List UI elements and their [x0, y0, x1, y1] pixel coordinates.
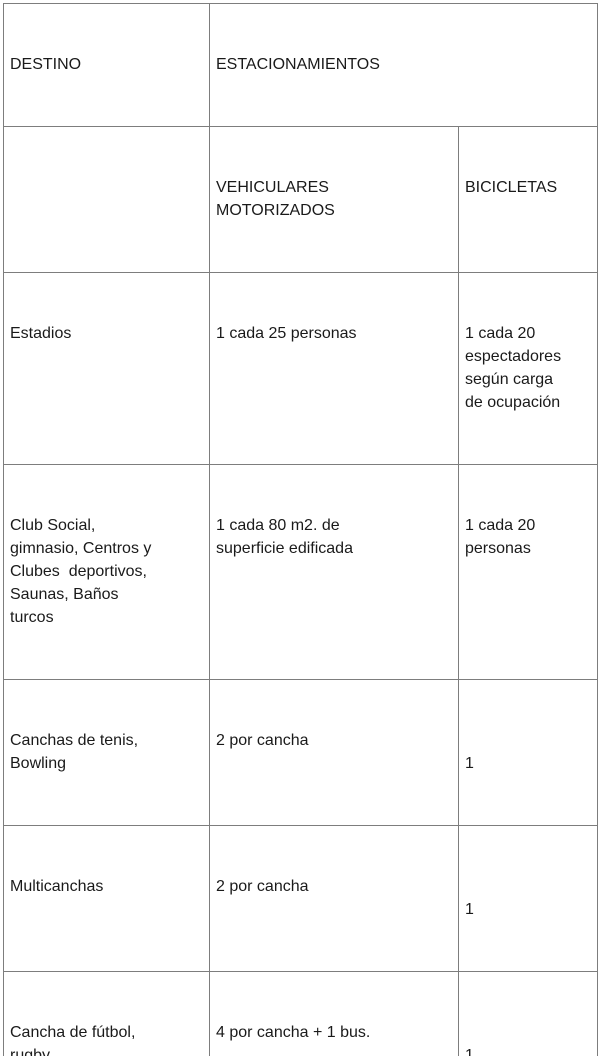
cell-text-destino: Cancha de fútbol, rugby: [10, 1021, 204, 1056]
cell-vehiculares: 1 cada 80 m2. de superficie edificada: [210, 465, 459, 680]
table-header-row-secondary: VEHICULARES MOTORIZADOS BICICLETAS: [4, 127, 598, 273]
cell-text-destino: Club Social, gimnasio, Centros y Clubes …: [10, 514, 204, 629]
table-row: Multicanchas 2 por cancha 1: [4, 826, 598, 972]
header-label-estacionamientos: ESTACIONAMIENTOS: [216, 53, 592, 76]
cell-vehiculares: 4 por cancha + 1 bus.: [210, 972, 459, 1056]
table-header-row-primary: DESTINO ESTACIONAMIENTOS: [4, 4, 598, 127]
header-cell-bicicletas: BICICLETAS: [459, 127, 598, 273]
cell-destino: Cancha de fútbol, rugby: [4, 972, 210, 1056]
cell-text-vehiculares: 4 por cancha + 1 bus.: [216, 1021, 453, 1044]
document-canvas: DESTINO ESTACIONAMIENTOS VEHICULARES MOT…: [0, 0, 600, 528]
table-row: Club Social, gimnasio, Centros y Clubes …: [4, 465, 598, 680]
header-cell-blank: [4, 127, 210, 273]
cell-text-bicicletas: 1: [465, 729, 592, 775]
cell-text-bicicletas: 1: [465, 875, 592, 921]
cell-bicicletas: 1 cada 20 espectadores según carga de oc…: [459, 273, 598, 465]
header-cell-destino: DESTINO: [4, 4, 210, 127]
cell-destino: Canchas de tenis, Bowling: [4, 680, 210, 826]
cell-text-destino: Canchas de tenis, Bowling: [10, 729, 204, 775]
cell-text-bicicletas: 1: [465, 1021, 592, 1056]
header-cell-vehiculares: VEHICULARES MOTORIZADOS: [210, 127, 459, 273]
table-row: Cancha de fútbol, rugby 4 por cancha + 1…: [4, 972, 598, 1056]
header-label-vehiculares: VEHICULARES MOTORIZADOS: [216, 176, 453, 222]
cell-text-vehiculares: 1 cada 25 personas: [216, 322, 453, 345]
cell-text-bicicletas: 1 cada 20 personas: [465, 514, 592, 560]
cell-bicicletas: 1: [459, 972, 598, 1056]
header-label-destino: DESTINO: [10, 53, 204, 76]
cell-text-vehiculares: 2 por cancha: [216, 875, 453, 898]
cell-text-destino: Multicanchas: [10, 875, 204, 898]
table-row: Estadios 1 cada 25 personas 1 cada 20 es…: [4, 273, 598, 465]
table-row: Canchas de tenis, Bowling 2 por cancha 1: [4, 680, 598, 826]
header-cell-estacionamientos: ESTACIONAMIENTOS: [210, 4, 598, 127]
cell-text-vehiculares: 2 por cancha: [216, 729, 453, 752]
cell-text-bicicletas: 1 cada 20 espectadores según carga de oc…: [465, 322, 592, 414]
cell-vehiculares: 2 por cancha: [210, 680, 459, 826]
cell-bicicletas: 1 cada 20 personas: [459, 465, 598, 680]
cell-text-vehiculares: 1 cada 80 m2. de superficie edificada: [216, 514, 453, 560]
cell-bicicletas: 1: [459, 680, 598, 826]
cell-destino: Club Social, gimnasio, Centros y Clubes …: [4, 465, 210, 680]
cell-text-destino: Estadios: [10, 322, 204, 345]
estacionamientos-requirements-table: DESTINO ESTACIONAMIENTOS VEHICULARES MOT…: [3, 3, 598, 1056]
cell-destino: Estadios: [4, 273, 210, 465]
cell-bicicletas: 1: [459, 826, 598, 972]
cell-vehiculares: 1 cada 25 personas: [210, 273, 459, 465]
cell-destino: Multicanchas: [4, 826, 210, 972]
cell-vehiculares: 2 por cancha: [210, 826, 459, 972]
header-label-bicicletas: BICICLETAS: [465, 176, 592, 199]
